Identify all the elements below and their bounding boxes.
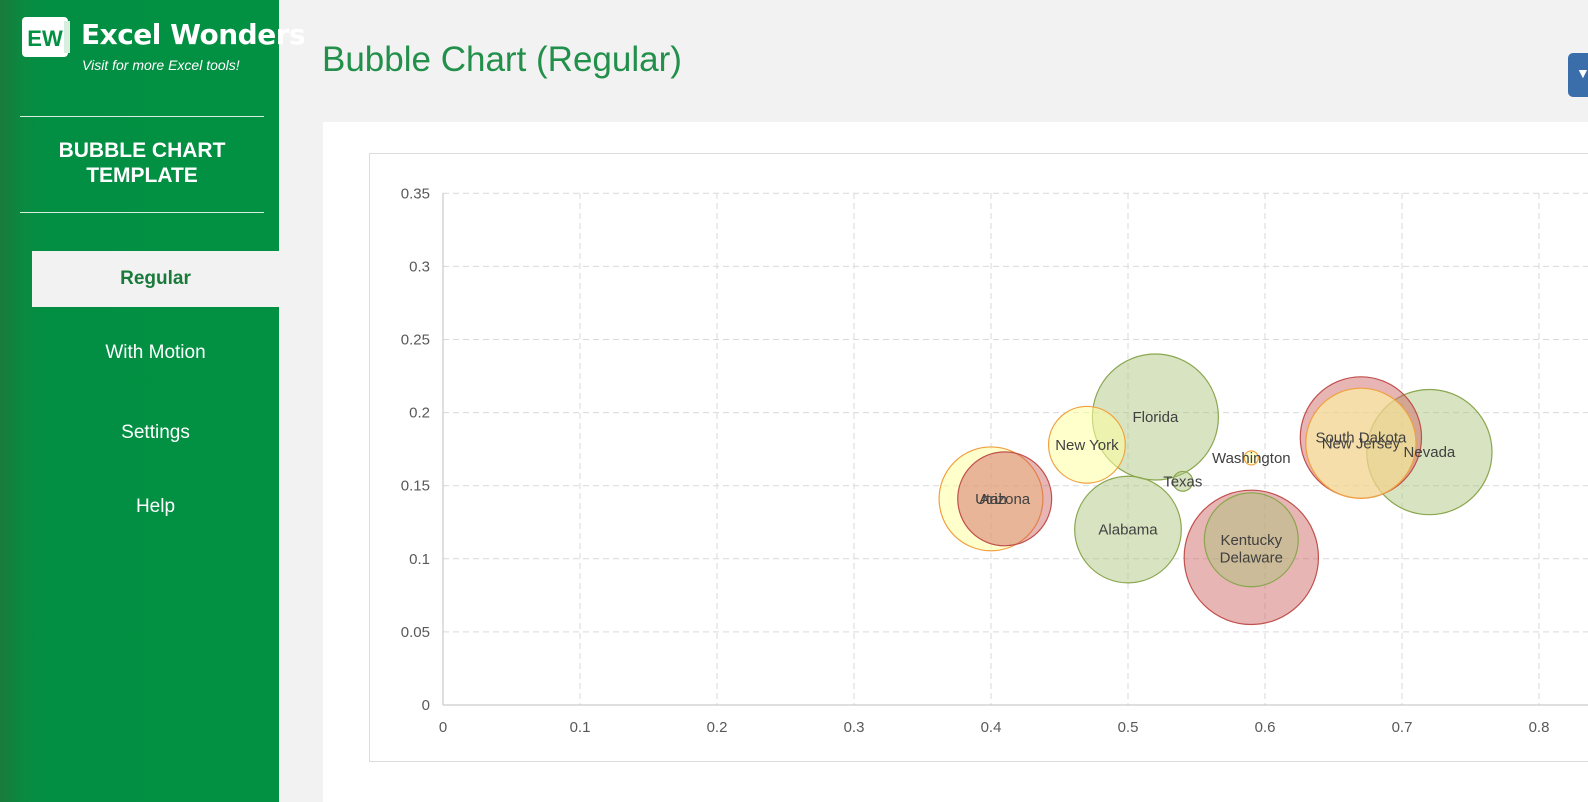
chevron-down-icon: ▼ [1576,65,1588,81]
brand-logo[interactable]: EW Excel Wonders Visit for more Excel to… [20,15,306,75]
template-title: BUBBLE CHART TEMPLATE [20,138,264,188]
sidebar: EW Excel Wonders Visit for more Excel to… [0,0,306,802]
sidebar-divider [20,116,264,117]
svg-text:EW: EW [27,26,63,51]
template-title-line2: TEMPLATE [86,164,198,187]
excel-wonders-logo-icon: EW [22,17,70,57]
template-title-line1: BUBBLE CHART [58,139,226,162]
dropdown-button[interactable]: ▼ [1568,53,1588,97]
page-title: Bubble Chart (Regular) [322,40,682,79]
brand-tagline[interactable]: Visit for more Excel tools! [82,57,240,73]
brand-name: Excel Wonders [81,18,306,51]
sidebar-item-regular[interactable]: Regular [32,251,279,307]
chart-area [369,153,1588,762]
sidebar-item-settings[interactable]: Settings [121,422,190,443]
sidebar-item-with-motion[interactable]: With Motion [105,342,206,363]
sidebar-item-help[interactable]: Help [135,496,176,517]
sidebar-divider [20,212,264,213]
